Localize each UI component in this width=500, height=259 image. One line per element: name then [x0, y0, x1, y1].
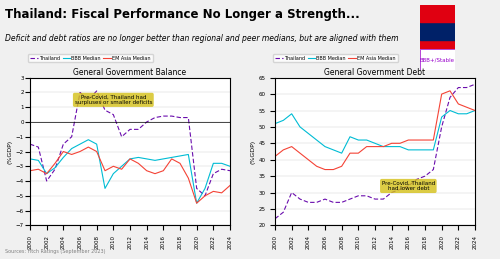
Text: Thailand: Fiscal Performance No Longer a Strength...: Thailand: Fiscal Performance No Longer a… — [5, 8, 360, 21]
Text: BBB+/Stable: BBB+/Stable — [420, 57, 455, 62]
FancyBboxPatch shape — [420, 49, 455, 70]
Y-axis label: (%GDP): (%GDP) — [250, 139, 256, 164]
Text: Deficit and debt ratios are no longer better than regional and peer medians, but: Deficit and debt ratios are no longer be… — [5, 34, 398, 43]
Text: Pre-Covid, Thailand had
surpluses or smaller deficits: Pre-Covid, Thailand had surpluses or sma… — [74, 95, 152, 105]
Bar — [420, 40, 455, 57]
Text: Sources: Fitch Ratings (September 2023): Sources: Fitch Ratings (September 2023) — [5, 249, 105, 254]
Bar — [420, 5, 455, 22]
Text: Pre-Covid, Thailand
had lower debt: Pre-Covid, Thailand had lower debt — [382, 181, 435, 191]
Y-axis label: (%GDP): (%GDP) — [8, 139, 13, 164]
Title: General Government Debt: General Government Debt — [324, 68, 426, 77]
Title: General Government Balance: General Government Balance — [74, 68, 186, 77]
Legend: Thailand, BBB Median, EM Asia Median: Thailand, BBB Median, EM Asia Median — [28, 54, 152, 62]
Legend: Thailand, BBB Median, EM Asia Median: Thailand, BBB Median, EM Asia Median — [274, 54, 398, 62]
Bar — [420, 22, 455, 40]
